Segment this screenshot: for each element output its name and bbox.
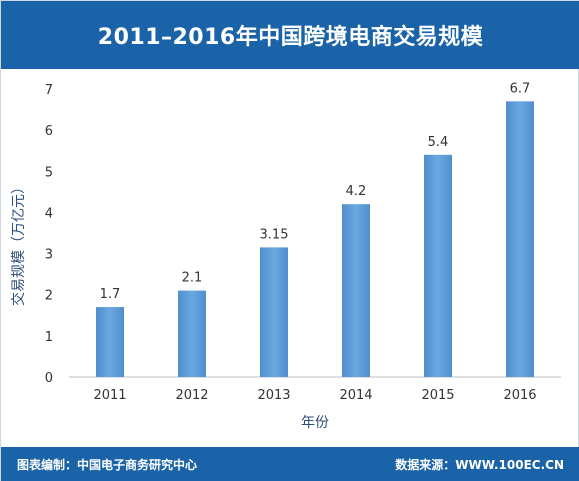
y-axis-title: 交易规模（万亿元） [10,180,27,306]
y-tick-label: 4 [45,206,53,221]
x-tick-label: 2016 [503,388,536,403]
x-tick-label: 2012 [175,388,208,403]
y-tick-label: 3 [45,248,53,263]
chart-footer: 图表编制：中国电子商务研究中心 数据来源：WWW.100EC.CN [1,447,579,481]
y-tick-label: 7 [45,83,53,98]
x-tick-label: 2011 [93,388,126,403]
footer-credit: 图表编制：中国电子商务研究中心 [17,458,198,472]
x-tick-label: 2015 [421,388,454,403]
data-label: 3.15 [260,227,289,242]
x-axis-ticks: 2011 2012 2013 2014 2015 2016 [93,388,536,403]
bar [96,307,124,377]
bar [260,247,288,377]
data-label: 1.7 [100,287,121,302]
data-label: 2.1 [182,271,203,286]
bars: 1.7 2.1 3.15 4.2 5.4 6.7 [96,81,534,377]
x-axis-title: 年份 [301,415,329,431]
x-tick-label: 2013 [257,388,290,403]
chart-title: 2011–2016年中国跨境电商交易规模 [97,25,484,50]
y-axis-ticks: 0 1 2 3 4 5 6 7 [45,83,53,386]
chart-header: 2011–2016年中国跨境电商交易规模 [1,1,579,69]
bar [506,101,534,377]
y-tick-label: 5 [45,165,53,180]
bar [178,290,206,377]
y-tick-label: 0 [45,371,53,386]
y-tick-label: 6 [45,124,53,139]
data-label: 5.4 [428,135,449,150]
bar [424,154,452,377]
data-label: 4.2 [346,184,367,199]
x-tick-label: 2014 [339,388,372,403]
footer-source: 数据来源：WWW.100EC.CN [395,458,564,472]
data-label: 6.7 [510,81,531,96]
y-tick-label: 2 [45,289,53,304]
bar [342,204,370,377]
y-tick-label: 1 [45,330,53,345]
